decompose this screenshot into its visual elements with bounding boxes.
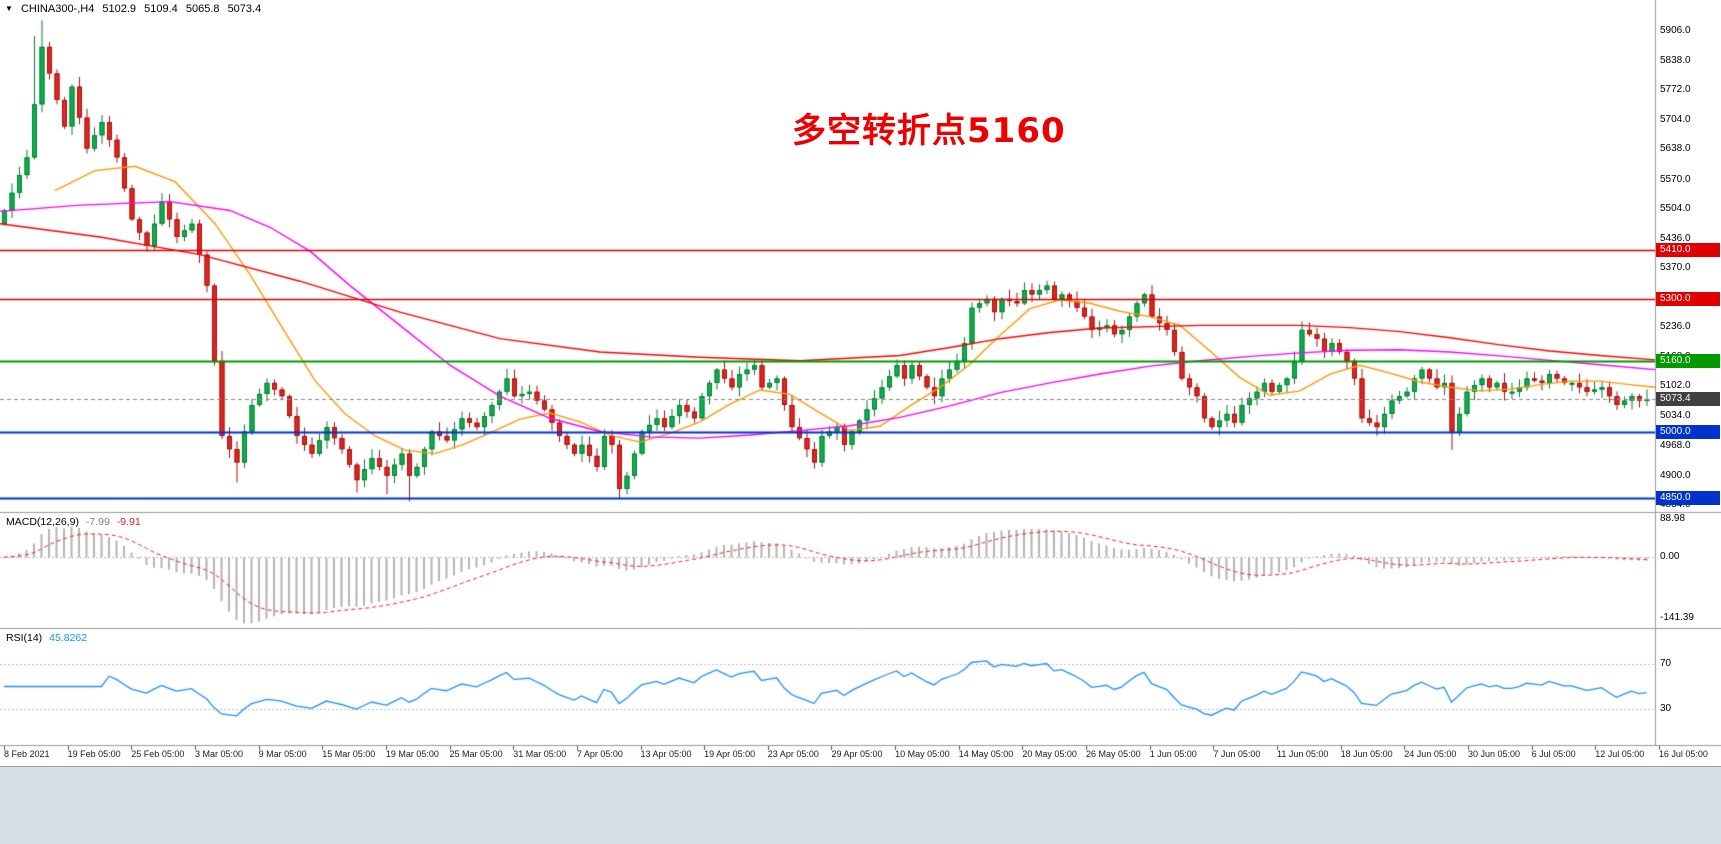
quote-low: 5065.8 [185, 3, 220, 15]
time-axis-label: 29 Apr 05:00 [831, 749, 883, 759]
time-axis-label: 24 Jun 05:00 [1404, 749, 1457, 759]
macd-axis-label: -141.39 [1660, 611, 1694, 623]
price-axis-label: 5704.0 [1660, 114, 1691, 126]
current-price-badge: 5073.4 [1656, 392, 1720, 407]
price-axis-label: 5906.0 [1660, 24, 1691, 36]
price-axis-label: 5102.0 [1660, 380, 1691, 392]
time-axis-label: 25 Mar 05:00 [449, 749, 503, 759]
time-axis-label: 31 Mar 05:00 [513, 749, 567, 759]
symbol-info-bar: ▼ CHINA300-,H4 5102.9 5109.4 5065.8 5073… [5, 3, 266, 15]
price-level-badge: 5000.0 [1656, 424, 1720, 439]
price-axis-label: 5570.0 [1660, 173, 1691, 185]
macd-main-value: -7.99 [85, 516, 110, 528]
price-axis-label: 5034.0 [1660, 410, 1691, 422]
time-axis-label: 19 Mar 05:00 [385, 749, 439, 759]
quote-high: 5109.4 [144, 3, 178, 15]
macd-name: MACD(12,26,9) [6, 516, 79, 528]
macd-axis-label: 88.98 [1660, 512, 1686, 524]
time-axis-label: 18 Jun 05:00 [1340, 749, 1393, 759]
time-axis-label: 7 Apr 05:00 [576, 749, 623, 759]
time-axis-label: 14 May 05:00 [958, 749, 1014, 759]
macd-pane-label: MACD(12,26,9) -7.99 -9.91 [6, 516, 145, 528]
time-axis-label: 15 Mar 05:00 [322, 749, 376, 759]
chart-annotation-text[interactable]: 多空转折点5160 [792, 111, 1066, 151]
price-axis-label: 4968.0 [1660, 439, 1691, 451]
time-axis-label: 1 Jun 05:00 [1149, 749, 1197, 759]
quote-close: 5073.4 [227, 3, 262, 15]
price-level-badge: 5160.0 [1656, 353, 1720, 368]
rsi-axis-label: 70 [1660, 657, 1672, 669]
time-axis-label: 12 Jul 05:00 [1595, 749, 1645, 759]
time-axis-label: 26 May 05:00 [1086, 749, 1141, 759]
time-axis-label: 7 Jun 05:00 [1213, 749, 1261, 759]
price-level-badge: 5300.0 [1656, 291, 1720, 306]
price-axis-label: 5370.0 [1660, 261, 1691, 273]
time-axis-label: 30 Jun 05:00 [1467, 749, 1520, 759]
time-axis-label: 19 Feb 05:00 [67, 749, 121, 759]
price-axis-label: 5772.0 [1660, 84, 1691, 96]
rsi-pane-label: RSI(14) 45.8262 [6, 632, 91, 644]
time-axis-label: 6 Jul 05:00 [1531, 749, 1576, 759]
price-axis-label: 5838.0 [1660, 55, 1691, 66]
price-axis-label: 5638.0 [1660, 143, 1691, 155]
time-axis-label: 16 Jul 05:00 [1658, 749, 1708, 759]
price-level-badge: 5410.0 [1656, 243, 1720, 258]
rsi-name: RSI(14) [6, 632, 43, 644]
time-axis-label: 3 Mar 05:00 [194, 749, 243, 759]
time-axis-label: 11 Jun 05:00 [1277, 749, 1329, 759]
time-axis-label: 23 Apr 05:00 [767, 749, 819, 759]
time-axis-label: 10 May 05:00 [895, 749, 950, 759]
price-axis-label: 5436.0 [1660, 232, 1691, 244]
symbol-dropdown-icon[interactable]: ▼ [5, 4, 13, 13]
macd-axis-label: 0.00 [1660, 551, 1680, 563]
price-level-badge: 4850.0 [1656, 490, 1720, 505]
chart-canvas[interactable] [0, 0, 1721, 766]
time-axis-label: 9 Mar 05:00 [258, 749, 307, 759]
price-axis-label: 5236.0 [1660, 321, 1691, 333]
rsi-axis-label: 30 [1660, 703, 1672, 715]
time-axis-label: 8 Feb 2021 [4, 749, 50, 759]
price-axis-label: 4900.0 [1660, 469, 1691, 481]
quote-open: 5102.9 [102, 3, 137, 15]
macd-signal-value: -9.91 [116, 516, 141, 528]
time-axis-label: 13 Apr 05:00 [640, 749, 692, 759]
symbol-name: CHINA300-,H4 [20, 3, 95, 15]
rsi-value: 45.8262 [49, 632, 88, 644]
window-footer [0, 766, 1721, 844]
time-axis-label: 19 Apr 05:00 [704, 749, 756, 759]
time-axis-label: 25 Feb 05:00 [131, 749, 185, 759]
price-axis-label: 5504.0 [1660, 202, 1691, 214]
time-axis-label: 20 May 05:00 [1022, 749, 1077, 759]
